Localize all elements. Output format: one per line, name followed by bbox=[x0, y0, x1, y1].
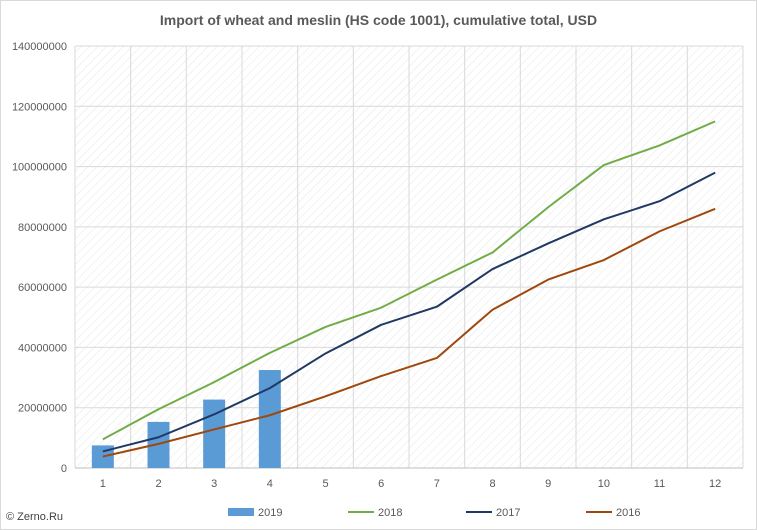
y-axis-ticks: 0 20000000 40000000 60000000 80000000 1000000… bbox=[12, 41, 67, 475]
legend-label-2016: 2016 bbox=[616, 507, 640, 519]
legend-label-2018: 2018 bbox=[378, 507, 402, 519]
x-tick-label: 11 bbox=[654, 478, 665, 490]
y-tick-label: 120000000 bbox=[12, 101, 67, 113]
bar-2019 bbox=[147, 421, 170, 468]
x-tick-label: 9 bbox=[545, 478, 551, 490]
x-tick-label: 12 bbox=[709, 478, 721, 490]
y-tick-label: 100000000 bbox=[12, 162, 67, 174]
credit-text: © Zerno.Ru bbox=[6, 511, 64, 523]
x-tick-label: 2 bbox=[155, 478, 161, 490]
chart-title: Import of wheat and meslin (HS code 1001… bbox=[159, 12, 598, 28]
grid bbox=[74, 45, 744, 469]
x-tick-label: 3 bbox=[211, 478, 217, 490]
line-2016 bbox=[102, 207, 716, 458]
line-2017 bbox=[102, 171, 716, 453]
bar-2019 bbox=[258, 370, 281, 468]
x-axis-ticks: 1 2 3 4 5 6 7 8 9 10 11 12 bbox=[100, 478, 722, 490]
x-tick-label: 6 bbox=[378, 478, 384, 490]
legend-label-2019: 2019 bbox=[258, 507, 282, 519]
line-2018 bbox=[102, 120, 716, 441]
y-tick-label: 80000000 bbox=[18, 222, 67, 234]
x-tick-label: 7 bbox=[434, 478, 440, 490]
y-tick-label: 60000000 bbox=[18, 282, 67, 294]
line-series bbox=[102, 120, 716, 458]
x-tick-label: 5 bbox=[322, 478, 328, 490]
y-tick-label: 20000000 bbox=[18, 403, 67, 415]
y-tick-label: 40000000 bbox=[18, 342, 67, 354]
y-tick-label: 140000000 bbox=[12, 41, 67, 53]
x-tick-label: 1 bbox=[100, 478, 106, 490]
legend-swatch-2019 bbox=[228, 508, 254, 516]
x-tick-label: 8 bbox=[489, 478, 495, 490]
x-tick-label: 10 bbox=[598, 478, 610, 490]
legend-label-2017: 2017 bbox=[496, 507, 520, 519]
y-tick-label: 0 bbox=[61, 463, 67, 475]
legend: 2019 2018 2017 2016 bbox=[228, 507, 640, 519]
x-tick-label: 4 bbox=[267, 478, 273, 490]
